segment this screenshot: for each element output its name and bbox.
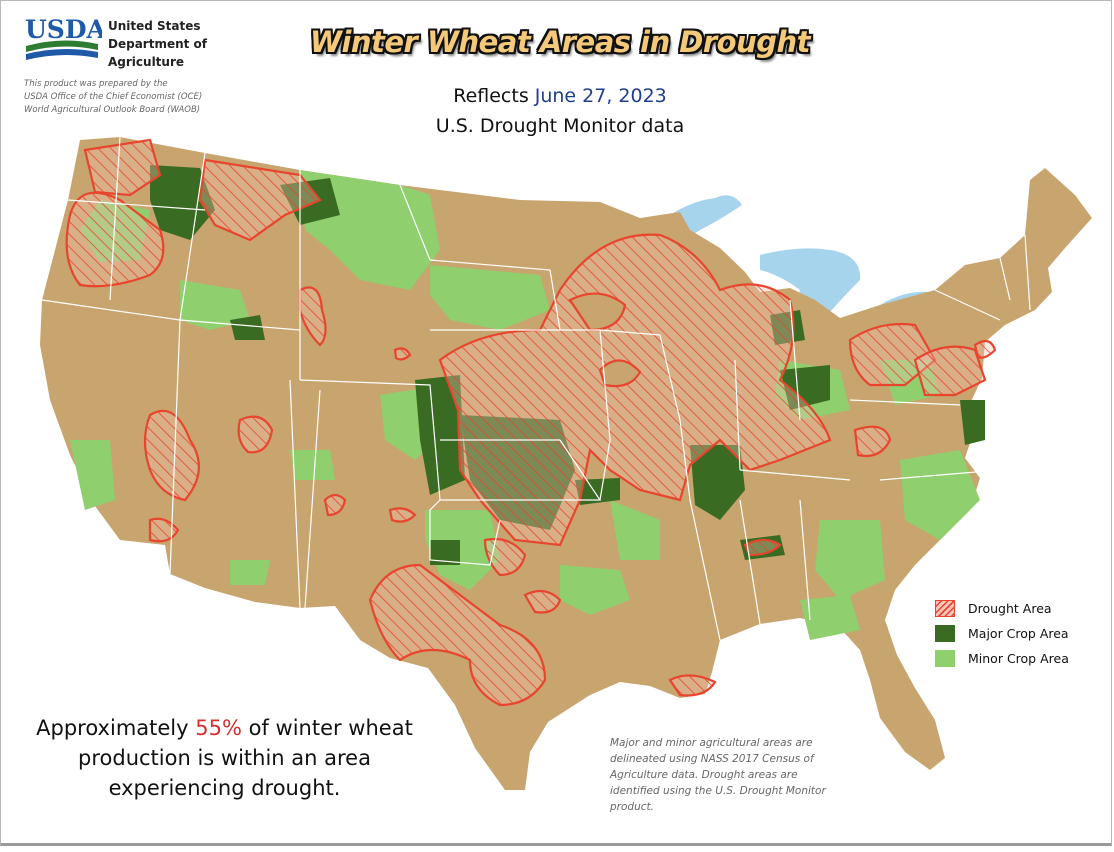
summary-percent: 55% <box>195 716 242 740</box>
reflects-line: Reflects June 27, 2023 <box>380 85 740 107</box>
drought-area-idaho-wa <box>83 138 162 197</box>
legend-item-minor-crop: Minor Crop Area <box>935 646 1069 671</box>
note-line-4: identified using the U.S. Drought Monito… <box>610 785 826 797</box>
drought-area-montana <box>198 158 322 242</box>
lake-huron <box>760 248 861 330</box>
drought-area-nebraska <box>393 347 412 361</box>
legend-swatch-drought <box>935 600 955 617</box>
reflects-label: Reflects <box>453 85 529 107</box>
drought-area-pennsylvania <box>913 345 987 397</box>
drought-summary: Approximately 55% of winter wheat produc… <box>32 713 417 803</box>
drought-area-mn-wi-hole <box>568 292 627 332</box>
legend-label-drought: Drought Area <box>968 601 1052 616</box>
legend-swatch-major-crop <box>935 625 955 642</box>
drought-area-utah <box>237 415 274 454</box>
drought-areas <box>65 138 997 707</box>
agency-name: United States Department of Agriculture <box>108 17 207 71</box>
note-line-3: Agriculture data. Drought areas are <box>610 769 798 781</box>
credit-note: This product was prepared by the USDA Of… <box>24 78 202 117</box>
map-title: Winter Wheat Areas in Drought <box>309 25 811 59</box>
drought-area-nevada <box>143 409 200 502</box>
drought-area-west-texas <box>368 563 547 707</box>
drought-area-new-jersey <box>973 339 997 359</box>
legend-item-major-crop: Major Crop Area <box>935 621 1069 646</box>
note-line-2: delineated using NASS 2017 Census of <box>610 753 814 765</box>
legend-label-major-crop: Major Crop Area <box>968 626 1069 641</box>
usda-logo-text: USDA <box>25 15 102 44</box>
drought-area-texas-north <box>483 537 527 577</box>
agency-line-2: Department of <box>108 37 208 51</box>
credit-line-3: World Agricultural Outlook Board (WAOB) <box>24 105 201 115</box>
credit-line-1: This product was prepared by the <box>24 79 168 89</box>
credit-line-2: USDA Office of the Chief Economist (OCE) <box>24 92 203 102</box>
drought-area-tennessee <box>743 538 782 557</box>
summary-line-3: experiencing drought. <box>108 776 341 800</box>
usda-logo: USDA <box>24 14 107 68</box>
drought-area-mo-il <box>598 359 642 388</box>
drought-area-arizona <box>323 493 347 517</box>
legend-label-minor-crop: Minor Crop Area <box>968 651 1069 666</box>
summary-line1-suffix: of winter wheat <box>241 716 413 740</box>
agency-line-3: Agriculture <box>108 55 185 69</box>
drought-area-louisiana <box>668 674 717 697</box>
note-line-5: product. <box>610 801 654 813</box>
methodology-note: Major and minor agricultural areas are d… <box>610 735 865 815</box>
drought-area-colorado-sw <box>388 507 417 523</box>
summary-line-2: production is within an area <box>78 746 371 770</box>
drought-area-virginia <box>853 425 892 458</box>
note-line-1: Major and minor agricultural areas are <box>610 737 813 749</box>
drought-area-wyoming <box>298 286 327 347</box>
map-subtitle: U.S. Drought Monitor data <box>435 115 685 137</box>
agency-line-1: United States <box>108 19 201 33</box>
legend-swatch-minor-crop <box>935 650 955 667</box>
map-legend: Drought Area Major Crop Area Minor Crop … <box>935 596 1069 671</box>
drought-area-texas-east <box>523 589 562 614</box>
summary-prefix: Approximately <box>36 716 196 740</box>
legend-item-drought: Drought Area <box>935 596 1069 621</box>
reflects-date: June 27, 2023 <box>534 85 667 107</box>
drought-area-great-plains <box>438 233 832 547</box>
state-borders <box>41 136 1031 641</box>
